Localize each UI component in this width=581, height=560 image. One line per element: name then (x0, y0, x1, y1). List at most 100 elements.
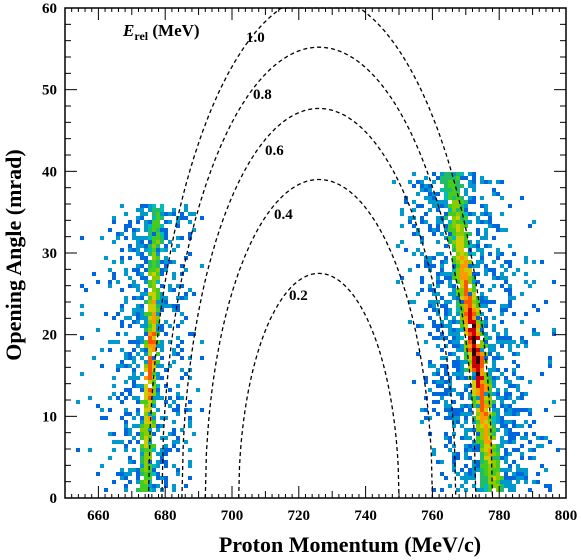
heatmap-cell (436, 372, 440, 376)
heatmap-cell (136, 264, 140, 268)
heatmap-cell (160, 224, 164, 228)
heatmap-cell (476, 328, 480, 332)
heatmap-cell (484, 436, 488, 440)
heatmap-cell (428, 288, 432, 292)
heatmap-cell (156, 320, 160, 324)
heatmap-cell (432, 180, 436, 184)
heatmap-cell (464, 360, 468, 364)
heatmap-cell (464, 212, 468, 216)
heatmap-cell (420, 184, 424, 188)
heatmap-cell (504, 424, 508, 428)
heatmap-cell (496, 192, 500, 196)
heatmap-cell (172, 260, 176, 264)
heatmap-cell (512, 432, 516, 436)
heatmap-cell (144, 228, 148, 232)
heatmap-cell (192, 228, 196, 232)
heatmap-cell (156, 268, 160, 272)
heatmap-cell (504, 268, 508, 272)
heatmap-cell (140, 464, 144, 468)
heatmap-cell (428, 224, 432, 228)
heatmap-cell (136, 216, 140, 220)
heatmap-cell (496, 256, 500, 260)
heatmap-cell (412, 172, 416, 176)
heatmap-cell (492, 400, 496, 404)
heatmap-cell (456, 236, 460, 240)
heatmap-cell (460, 172, 464, 176)
heatmap-cell (412, 184, 416, 188)
heatmap-cell (468, 172, 472, 176)
heatmap-cell (484, 344, 488, 348)
heatmap-cell (504, 376, 508, 380)
heatmap-cell (92, 356, 96, 360)
heatmap-cell (156, 472, 160, 476)
heatmap-cell (168, 432, 172, 436)
heatmap-cell (472, 468, 476, 472)
heatmap-cell (500, 304, 504, 308)
heatmap-cell (520, 456, 524, 460)
heatmap-cell (116, 368, 120, 372)
heatmap-cell (444, 260, 448, 264)
heatmap-cell (500, 488, 504, 492)
heatmap-cell (432, 408, 436, 412)
heatmap-cell (140, 448, 144, 452)
heatmap-cell (496, 472, 500, 476)
heatmap-cell (180, 428, 184, 432)
heatmap-cell (180, 216, 184, 220)
heatmap-cell (484, 372, 488, 376)
heatmap-cell (524, 436, 528, 440)
heatmap-cell (136, 272, 140, 276)
heatmap-cell (104, 256, 108, 260)
heatmap-cell (452, 288, 456, 292)
heatmap-cell (464, 352, 468, 356)
heatmap-cell (496, 460, 500, 464)
heatmap-cell (508, 396, 512, 400)
heatmap-cell (492, 428, 496, 432)
heatmap-cell (436, 240, 440, 244)
contour-label: 0.6 (265, 143, 284, 159)
heatmap-cell (448, 176, 452, 180)
heatmap-cell (156, 424, 160, 428)
heatmap-cell (164, 384, 168, 388)
heatmap-cell (528, 412, 532, 416)
heatmap-cell (464, 488, 468, 492)
heatmap-cell (504, 388, 508, 392)
heatmap-cell (444, 364, 448, 368)
heatmap-cell (148, 488, 152, 492)
heatmap-cell (156, 308, 160, 312)
heatmap-cell (448, 192, 452, 196)
heatmap-cell (480, 296, 484, 300)
heatmap-cell (448, 440, 452, 444)
heatmap-cell (472, 384, 476, 388)
heatmap-cell (76, 400, 80, 404)
heatmap-cell (120, 440, 124, 444)
heatmap-cell (448, 408, 452, 412)
heatmap-cell (460, 256, 464, 260)
heatmap-cell (188, 420, 192, 424)
heatmap-cell (516, 472, 520, 476)
heatmap-cell (124, 448, 128, 452)
heatmap-cell (152, 244, 156, 248)
heatmap-cell (136, 344, 140, 348)
heatmap-cell (168, 448, 172, 452)
heatmap-cell (484, 340, 488, 344)
heatmap-cell (428, 264, 432, 268)
heatmap-cell (152, 348, 156, 352)
heatmap-cell (464, 220, 468, 224)
heatmap-cell (148, 252, 152, 256)
heatmap-cell (140, 356, 144, 360)
heatmap-cell (400, 208, 404, 212)
heatmap-cell (496, 332, 500, 336)
heatmap-cell (456, 392, 460, 396)
heatmap-cell (508, 264, 512, 268)
heatmap-cell (432, 304, 436, 308)
heatmap-cell (164, 476, 168, 480)
heatmap-cell (512, 412, 516, 416)
heatmap-cell (144, 360, 148, 364)
heatmap-cell (460, 276, 464, 280)
heatmap-cell (460, 288, 464, 292)
heatmap-cell (140, 348, 144, 352)
heatmap-cell (500, 420, 504, 424)
heatmap-cell (500, 340, 504, 344)
heatmap-cell (168, 212, 172, 216)
heatmap-cell (124, 396, 128, 400)
